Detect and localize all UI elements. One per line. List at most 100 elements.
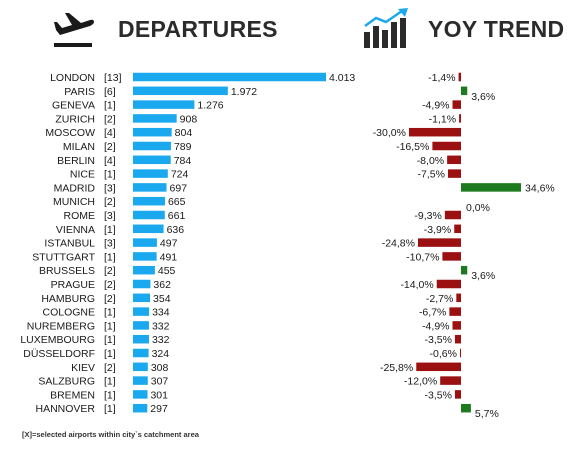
yoy-value-label: -3,9% — [424, 224, 451, 236]
airport-count-label: [2] — [104, 141, 116, 153]
yoy-bar-negative — [449, 307, 461, 316]
departures-value-label: 784 — [174, 155, 192, 167]
yoy-value-label: -4,9% — [422, 100, 449, 112]
yoy-value-label: -25,8% — [380, 362, 413, 374]
yoy-value-label: -0,6% — [430, 348, 457, 360]
yoy-value-label: -8,0% — [417, 155, 444, 167]
yoy-trend-title: YOY TREND — [428, 16, 565, 42]
yoy-bar-negative — [444, 210, 461, 220]
city-label: NICE — [70, 169, 95, 181]
city-label: MILAN — [63, 141, 95, 153]
yoy-bar-negative — [416, 362, 461, 372]
yoy-value-label: 3,6% — [471, 270, 495, 282]
departures-value-label: 665 — [168, 196, 186, 208]
yoy-bar-negative — [452, 100, 461, 109]
departures-bar — [133, 390, 148, 399]
departures-bar — [133, 127, 172, 137]
yoy-bar-negative — [458, 72, 461, 82]
departures-value-label: 497 — [160, 238, 178, 250]
airport-count-label: [1] — [104, 224, 116, 236]
airport-count-label: [1] — [104, 389, 116, 401]
airport-count-label: [3] — [104, 210, 116, 222]
airport-count-label: [1] — [104, 307, 116, 319]
footnote: [X]=selected airports within city`s catc… — [22, 430, 199, 439]
departures-bar — [133, 210, 165, 220]
airport-count-label: [2] — [104, 362, 116, 374]
yoy-bar-negative — [432, 141, 461, 151]
departures-bar — [133, 114, 177, 123]
city-label: BRUSSELS — [39, 265, 95, 277]
departures-bar — [133, 169, 168, 178]
departures-bar — [133, 252, 157, 261]
departures-title: DEPARTURES — [118, 16, 278, 42]
city-label: BERLIN — [57, 155, 95, 167]
departures-value-label: 308 — [151, 362, 169, 374]
city-label: DÜSSELDORF — [23, 348, 95, 360]
departures-value-label: 332 — [152, 320, 170, 332]
airport-count-label: [3] — [104, 238, 116, 250]
departures-bar — [133, 376, 148, 385]
city-label: PARIS — [64, 86, 95, 98]
departures-value-label: 491 — [160, 251, 178, 263]
yoy-bar-negative — [454, 390, 461, 399]
departures-value-label: 804 — [175, 127, 193, 139]
city-label: SALZBURG — [38, 376, 95, 388]
departures-value-label: 1.276 — [197, 100, 223, 112]
departures-value-label: 636 — [167, 224, 185, 236]
airport-count-label: [1] — [104, 320, 116, 332]
city-label: COLOGNE — [42, 307, 95, 319]
departures-bar — [133, 72, 326, 82]
departures-value-label: 789 — [174, 141, 192, 153]
departures-value-label: 297 — [150, 403, 168, 415]
departures-value-label: 724 — [171, 169, 189, 181]
yoy-value-label: -2,7% — [426, 293, 453, 305]
departures-bar — [133, 307, 150, 316]
departures-bar — [133, 196, 165, 206]
airport-count-label: [2] — [104, 265, 116, 277]
city-label: GENEVA — [52, 100, 95, 112]
city-label: ROME — [64, 210, 96, 222]
airport-count-label: [1] — [104, 251, 116, 263]
yoy-value-label: 5,7% — [475, 408, 499, 420]
city-label: BREMEN — [50, 389, 95, 401]
airport-count-label: [4] — [104, 155, 116, 167]
city-label: LONDON — [50, 72, 95, 84]
city-label: PRAGUE — [51, 279, 95, 291]
airport-count-label: [1] — [104, 100, 116, 112]
airport-count-label: [1] — [104, 403, 116, 415]
departures-value-label: 307 — [151, 376, 169, 388]
city-label: HANNOVER — [35, 403, 95, 415]
city-label: ISTANBUL — [44, 238, 95, 250]
city-label: ZURICH — [55, 113, 95, 125]
departures-value-label: 334 — [152, 307, 170, 319]
departures-bar — [133, 403, 148, 413]
yoy-bar-positive — [461, 86, 468, 96]
airport-count-label: [1] — [104, 169, 116, 181]
city-label: KIEV — [71, 362, 95, 374]
yoy-value-label: -14,0% — [400, 279, 433, 291]
departures-value-label: 661 — [168, 210, 186, 222]
yoy-value-label: -1,1% — [429, 113, 456, 125]
airport-count-label: [2] — [104, 279, 116, 291]
yoy-bar-negative — [452, 321, 461, 330]
departures-value-label: 455 — [158, 265, 176, 277]
departures-value-label: 301 — [150, 389, 168, 401]
yoy-bar-negative — [459, 114, 461, 123]
departures-value-label: 1.972 — [231, 86, 257, 98]
airport-count-label: [1] — [104, 334, 116, 346]
departures-bar — [133, 141, 171, 151]
departures-value-label: 332 — [152, 334, 170, 346]
yoy-bar-positive — [461, 403, 471, 413]
yoy-value-label: -12,0% — [404, 376, 437, 388]
departures-bar — [133, 265, 155, 275]
airport-count-label: [2] — [104, 113, 116, 125]
yoy-value-label: 34,6% — [525, 182, 555, 194]
yoy-bar-negative — [447, 155, 461, 165]
yoy-value-label: -3,5% — [424, 334, 451, 346]
airport-count-label: [1] — [104, 376, 116, 388]
departures-bar — [133, 224, 164, 234]
yoy-value-label: 0,0% — [466, 202, 490, 214]
yoy-value-label: 3,6% — [471, 91, 495, 103]
yoy-bar-negative — [454, 224, 461, 234]
departures-bar — [133, 321, 149, 330]
